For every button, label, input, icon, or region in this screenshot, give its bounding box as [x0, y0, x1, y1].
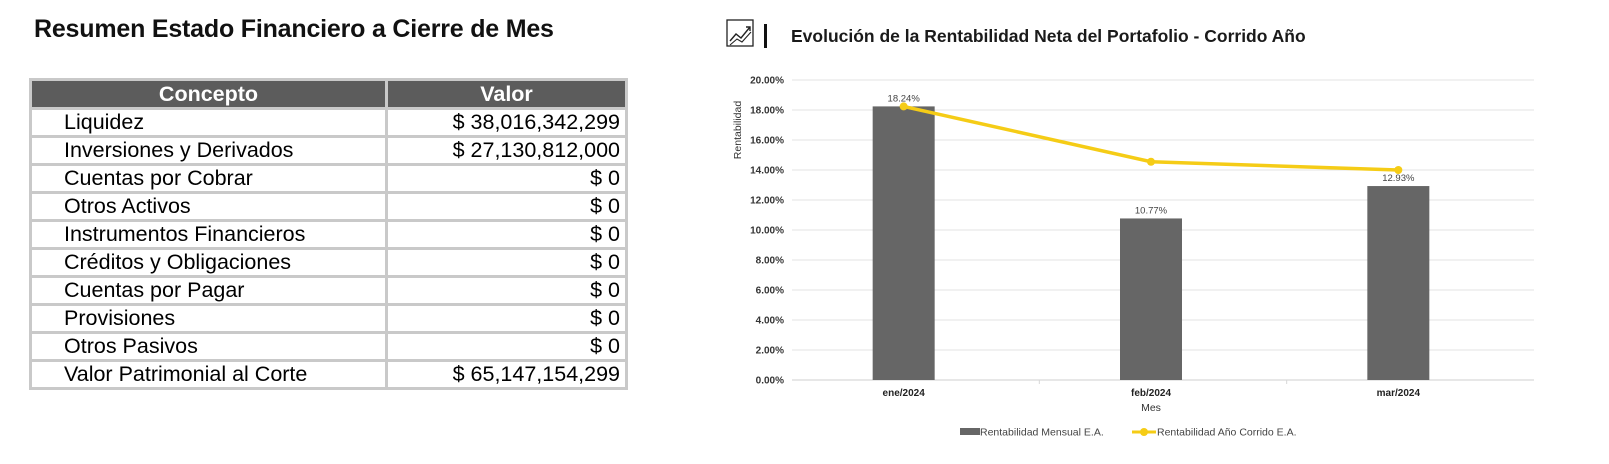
table-row: Otros Activos $ 0	[29, 191, 628, 222]
y-tick-label: 12.00%	[750, 196, 784, 207]
row-concepto: Otros Pasivos	[29, 331, 388, 362]
bar-data-label: 10.77%	[1135, 205, 1168, 216]
row-valor: $ 65,147,154,299	[385, 359, 628, 390]
y-tick-label: 20.00%	[750, 76, 784, 87]
header-divider	[764, 24, 767, 48]
x-category-label: ene/2024	[883, 388, 926, 399]
trend-chart-icon	[726, 19, 754, 47]
legend-label-mensual: Rentabilidad Mensual E.A.	[980, 427, 1104, 439]
row-concepto: Instrumentos Financieros	[29, 219, 388, 250]
header-valor: Valor	[385, 78, 628, 110]
header-concepto: Concepto	[29, 78, 388, 110]
y-tick-label: 18.00%	[750, 106, 784, 117]
row-valor: $ 0	[385, 163, 628, 194]
x-axis-title: Mes	[1141, 402, 1161, 414]
line-point	[1147, 157, 1155, 166]
table-row: Cuentas por Pagar $ 0	[29, 275, 628, 306]
y-tick-label: 2.00%	[756, 346, 784, 357]
bar-data-label: 18.24%	[888, 93, 921, 104]
row-valor: $ 0	[385, 219, 628, 250]
legend-swatch-mensual	[960, 428, 980, 435]
row-concepto: Cuentas por Cobrar	[29, 163, 388, 194]
y-tick-label: 16.00%	[750, 136, 784, 147]
y-tick-label: 14.00%	[750, 166, 784, 177]
row-valor: $ 0	[385, 331, 628, 362]
table-row: Valor Patrimonial al Corte $ 65,147,154,2…	[29, 359, 628, 390]
row-concepto: Liquidez	[29, 107, 388, 138]
y-tick-label: 6.00%	[756, 286, 784, 297]
row-valor: $ 0	[385, 275, 628, 306]
x-category-label: mar/2024	[1377, 388, 1421, 399]
y-axis-title: Rentabilidad	[732, 101, 744, 160]
bar-data-label: 12.93%	[1382, 173, 1415, 184]
rentabilidad-chart: 0.00% 2.00% 4.00% 6.00% 8.00% 10.00% 12.00% 14.…	[732, 76, 1534, 439]
row-valor: $ 0	[385, 191, 628, 222]
row-concepto: Créditos y Obligaciones	[29, 247, 388, 278]
row-valor: $ 0	[385, 303, 628, 334]
y-tick-label: 4.00%	[756, 316, 784, 327]
row-valor: $ 0	[385, 247, 628, 278]
table-row: Otros Pasivos $ 0	[29, 331, 628, 362]
row-concepto: Cuentas por Pagar	[29, 275, 388, 306]
row-concepto: Provisiones	[29, 303, 388, 334]
y-tick-label: 0.00%	[756, 376, 784, 387]
row-concepto: Otros Activos	[29, 191, 388, 222]
chart-title: Evolución de la Rentabilidad Neta del Po…	[791, 26, 1306, 46]
financial-summary-table: Concepto Valor Liquidez $ 38,016,342,299 I…	[29, 78, 628, 390]
row-valor: $ 27,130,812,000	[385, 135, 628, 166]
bar-mensual	[1120, 218, 1182, 380]
table-row: Inversiones y Derivados $ 27,130,812,000	[29, 135, 628, 166]
table-row: Liquidez $ 38,016,342,299	[29, 107, 628, 138]
line-point	[1394, 166, 1403, 174]
table-row: Instrumentos Financieros $ 0	[29, 219, 628, 250]
row-concepto: Inversiones y Derivados	[29, 135, 388, 166]
line-point	[899, 102, 908, 111]
row-valor: $ 38,016,342,299	[385, 107, 628, 138]
summary-title: Resumen Estado Financiero a Cierre de Me…	[34, 15, 554, 43]
table-header-row: Concepto Valor	[29, 78, 628, 110]
y-tick-label: 10.00%	[750, 226, 784, 237]
table-row: Cuentas por Cobrar $ 0	[29, 163, 628, 194]
legend-label-ano-corrido: Rentabilidad Año Corrido E.A.	[1157, 427, 1297, 439]
bar-mensual	[872, 106, 935, 381]
row-concepto: Valor Patrimonial al Corte	[29, 359, 388, 390]
bar-mensual	[1367, 186, 1430, 380]
y-tick-label: 8.00%	[756, 256, 784, 267]
table-row: Provisiones $ 0	[29, 303, 628, 334]
x-category-label: feb/2024	[1131, 388, 1171, 399]
table-row: Créditos y Obligaciones $ 0	[29, 247, 628, 278]
legend-marker-ano-corrido	[1140, 428, 1148, 436]
